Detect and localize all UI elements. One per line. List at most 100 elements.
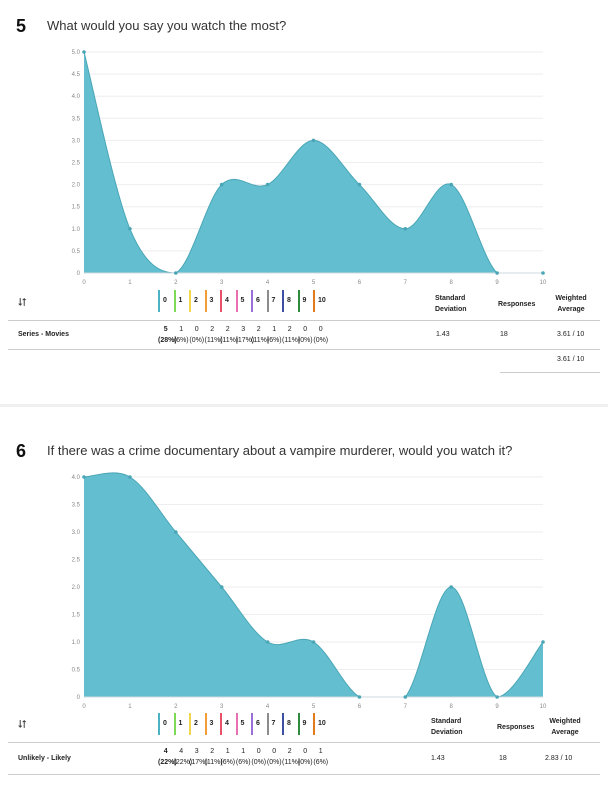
category-6: 6 [251,713,267,735]
category-label: 4 [225,720,229,727]
percent: (0%) [189,337,205,344]
x-tick-label: 0 [82,280,86,286]
category-4: 4 [220,290,236,312]
data-point [128,227,132,231]
category-label: 8 [287,720,291,727]
category-9: 9 [297,713,314,735]
category-1: 1 [173,290,190,312]
data-point [403,695,408,699]
category-label: 5 [240,720,245,727]
category-label: 3 [209,720,214,727]
category-label: 4 [225,297,229,304]
x-tick-label: 10 [540,280,547,286]
data-point [357,182,362,187]
category-value: 0 (0%) [298,324,314,346]
category-label: 2 [194,297,198,304]
x-tick-label: 4 [266,704,270,710]
category-value: 0 (0%) [251,746,267,768]
data-point [265,182,270,187]
category-value: 5 (28%) [158,324,177,346]
category-value: 1 (6%) [220,746,236,768]
category-label: 2 [194,720,198,727]
x-tick-label: 2 [174,704,178,710]
series-area [84,472,543,697]
percent: (6%) [220,759,236,766]
category-value: 1 (6%) [313,746,329,768]
total-weighted-value: 3.61 / 10 [557,356,585,363]
divider [8,349,600,350]
y-tick-label: 5.0 [72,50,81,56]
y-tick-label: 2.5 [72,161,81,167]
data-point [174,530,178,534]
count: 1 [318,748,323,755]
category-label: 6 [256,720,260,727]
category-value: 2 (11%) [251,324,269,346]
category-value: 1 (6%) [236,746,252,768]
x-tick-label: 1 [128,704,132,710]
category-5: 5 [235,713,252,735]
weighted-header: Weighted Average [555,295,587,313]
question-number: 6 [16,441,27,461]
weighted-value: 3.61 / 10 [557,331,585,338]
category-color-bar [173,290,176,312]
divider [8,774,600,775]
y-tick-label: 3.0 [72,530,81,536]
count: 0 [272,748,277,755]
percent: (11%) [282,759,301,766]
data-point [265,640,270,644]
category-color-bar [251,290,253,312]
row-label: Unlikely - Likely [18,755,71,762]
category-color-bar [173,713,176,735]
percent: (11%) [220,337,239,344]
category-label: 6 [256,297,260,304]
sort-icon[interactable]: ⮃ [18,297,27,309]
sort-icon[interactable]: ⮃ [18,719,27,731]
percent: (0%) [297,759,313,766]
std-value: 1.43 [431,755,445,762]
row-label: Series - Movies [18,331,69,338]
y-tick-label: 4.0 [72,475,81,481]
category-color-bar [220,713,222,735]
percent: (0%) [251,759,267,766]
category-color-bar [204,713,207,735]
category-color-bar [297,713,300,735]
category-color-bar [266,713,269,735]
percent: (28%) [158,337,177,344]
category-6: 6 [251,290,267,312]
y-tick-label: 1.5 [72,613,81,619]
percent: (6%) [173,337,189,344]
data-point [219,182,224,187]
data-point [174,271,178,275]
count: 0 [318,326,323,333]
category-0: 0 [158,290,174,312]
x-tick-label: 2 [174,280,178,286]
count: 1 [225,748,230,755]
category-label: 7 [271,720,276,727]
count: 2 [287,748,292,755]
weighted-value: 2.83 / 10 [545,755,573,762]
data-point [311,640,316,644]
category-color-bar [282,290,284,312]
value-row: 5 (28%) 1 (6%) 0 (0%) 2 (11%) 2 (11%) 3 (17%) 2 (11%)… [158,324,329,346]
category-color-bar [297,290,300,312]
count: 1 [272,326,277,333]
series-line [83,472,544,698]
divider [8,742,600,743]
count: 0 [256,748,261,755]
count: 0 [303,748,308,755]
percent: (17%) [189,759,208,766]
category-color-bar [266,290,269,312]
category-color-bar [220,290,222,312]
category-color-bar [204,290,207,312]
category-header: 0 1 2 3 4 5 6 7 8 9 10 [158,713,329,735]
category-label: 8 [287,297,291,304]
percent: (11%) [282,337,301,344]
category-value: 2 (11%) [282,324,301,346]
category-value: 2 (11%) [205,746,223,768]
question-title: What would you say you watch the most? [47,18,287,33]
category-value: 3 (17%) [189,746,208,768]
percent: (22%) [158,759,177,766]
count: 2 [225,326,230,333]
category-label: 1 [178,297,183,304]
y-tick-label: 3.0 [72,138,81,144]
